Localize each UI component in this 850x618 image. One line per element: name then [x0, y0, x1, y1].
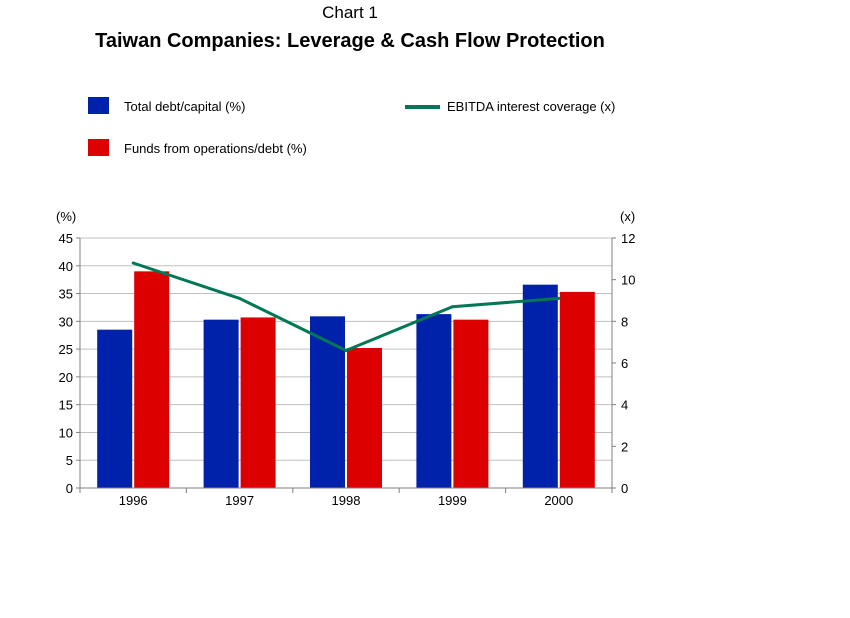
line-ebitda-coverage [132, 261, 559, 352]
point-ebitda-1998 [344, 349, 348, 352]
legend-label-ffo-debt: Funds from operations/debt (%) [124, 141, 307, 156]
y-left-tick-label: 40 [59, 259, 73, 274]
axes [76, 237, 616, 493]
y-right-tick-label: 6 [621, 356, 628, 371]
x-tick-label: 1997 [225, 493, 254, 508]
y-right-tick-label: 10 [621, 273, 635, 288]
bar-ffo-debt-1999 [453, 319, 489, 488]
y-left-tick-label: 10 [59, 425, 73, 440]
bar-ffo-debt-1998 [347, 348, 382, 488]
y-left-tick-label: 25 [59, 342, 73, 357]
y-left-tick-label: 30 [59, 314, 73, 329]
x-tick-label: 1999 [438, 493, 467, 508]
y-left-tick-label: 45 [59, 231, 73, 246]
legend-swatch-total-debt [88, 97, 109, 114]
bar-ffo-debt-1997 [240, 317, 276, 488]
bars [97, 271, 595, 488]
y-right-tick-label: 8 [621, 314, 628, 329]
point-ebitda-1997 [238, 296, 242, 300]
chart-title: Taiwan Companies: Leverage & Cash Flow P… [95, 30, 605, 52]
chart-number: Chart 1 [322, 3, 378, 22]
x-tick-label: 1998 [332, 493, 361, 508]
legend: Total debt/capital (%) Funds from operat… [88, 97, 615, 156]
x-tick-label: 2000 [544, 493, 573, 508]
point-ebitda-2000 [557, 296, 561, 300]
line-series [131, 261, 561, 352]
bar-total-debt-1997 [203, 319, 239, 488]
y-left-axis-label: (%) [56, 209, 76, 224]
y-right-axis-label: (x) [620, 209, 635, 224]
x-tick-label: 1996 [119, 493, 148, 508]
y-left-tick-label: 0 [66, 481, 73, 496]
y-right-tick-label: 12 [621, 231, 635, 246]
legend-label-total-debt: Total debt/capital (%) [124, 99, 245, 114]
bar-total-debt-1996 [97, 329, 133, 488]
point-ebitda-1999 [450, 305, 454, 309]
tick-labels: 0 5 10 15 20 25 30 35 40 45 0 2 4 6 8 10 12 1996 1997 1998 1… [59, 231, 636, 508]
bar-total-debt-2000 [522, 284, 558, 488]
y-left-tick-label: 5 [66, 453, 73, 468]
point-ebitda-1996 [131, 261, 135, 265]
legend-label-ebitda: EBITDA interest coverage (x) [447, 99, 615, 114]
y-right-tick-label: 0 [621, 481, 628, 496]
y-left-tick-label: 20 [59, 370, 73, 385]
legend-swatch-ffo-debt [88, 139, 109, 156]
bar-total-debt-1999 [416, 314, 452, 488]
y-left-tick-label: 35 [59, 287, 73, 302]
y-right-tick-label: 4 [621, 398, 628, 413]
y-left-tick-label: 15 [59, 398, 73, 413]
bar-ffo-debt-1996 [134, 271, 170, 488]
bar-ffo-debt-2000 [559, 291, 595, 488]
bar-total-debt-1998 [310, 316, 345, 488]
y-right-tick-label: 2 [621, 439, 628, 454]
